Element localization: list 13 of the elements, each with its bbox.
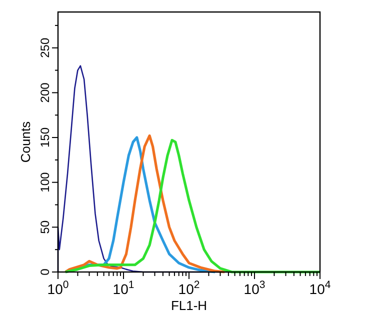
y-tick-label: 150 <box>38 127 52 148</box>
x-tick-label: 10$^{1}$ <box>112 279 134 297</box>
y-tick-label: 100 <box>38 172 52 192</box>
x-tick-label: 10$^{0}$ <box>47 279 69 297</box>
y-tick-label: 0 <box>38 268 52 276</box>
x-axis-title: FL1-H <box>170 298 208 313</box>
y-tick-label: 250 <box>38 38 52 58</box>
x-tick-label: 10$^{2}$ <box>178 279 200 297</box>
y-axis-title: Counts <box>18 120 33 163</box>
y-tick-label: 50 <box>38 220 52 234</box>
y-tick-label: 200 <box>38 82 52 103</box>
x-tick-label: 10$^{4}$ <box>309 279 331 297</box>
x-tick-label: 10$^{3}$ <box>244 279 266 297</box>
